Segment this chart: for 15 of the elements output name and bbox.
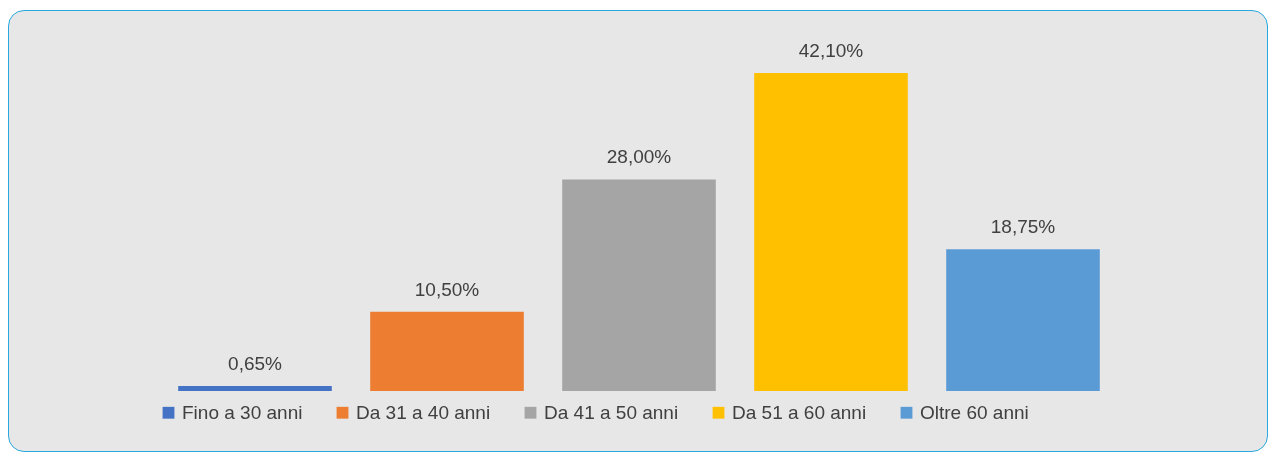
legend-label: Oltre 60 anni — [920, 401, 1029, 423]
bar — [178, 386, 332, 391]
legend-label: Da 51 a 60 anni — [732, 401, 867, 423]
data-label: 18,75% — [990, 216, 1056, 238]
bar — [754, 72, 908, 391]
bar — [946, 249, 1100, 391]
bar — [562, 179, 716, 391]
bar — [370, 311, 524, 391]
data-label: 10,50% — [414, 278, 480, 300]
legend-label: Da 31 a 40 anni — [356, 401, 491, 423]
data-label: 28,00% — [606, 146, 672, 168]
legend-label: Da 41 a 50 anni — [544, 401, 679, 423]
legend-label: Fino a 30 anni — [182, 401, 303, 423]
data-label: 0,65% — [228, 353, 283, 375]
data-label: 42,10% — [798, 39, 864, 61]
